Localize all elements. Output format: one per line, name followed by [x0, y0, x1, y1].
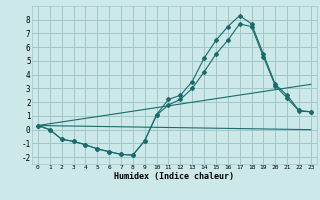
X-axis label: Humidex (Indice chaleur): Humidex (Indice chaleur) [115, 172, 234, 181]
